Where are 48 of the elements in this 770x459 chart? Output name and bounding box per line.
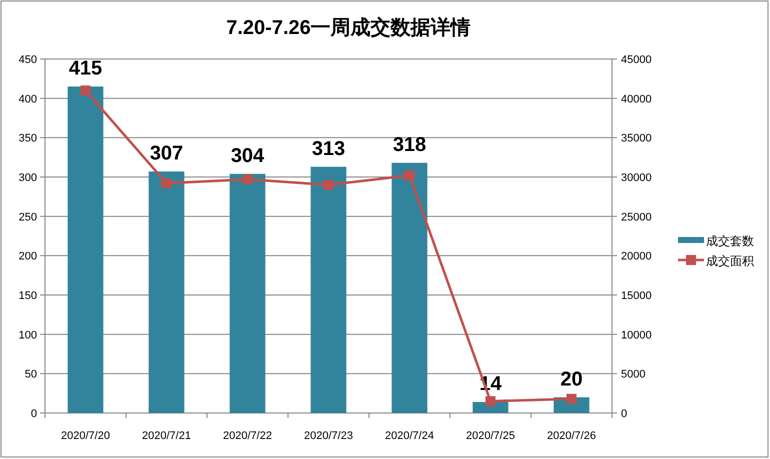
y2-tick-label: 45000 — [621, 54, 652, 66]
y-tick-label: 200 — [18, 250, 37, 263]
y-tick-label: 150 — [18, 290, 37, 302]
data-label: 307 — [150, 142, 184, 164]
legend-label: 成交套数 — [706, 234, 754, 248]
data-label: 313 — [312, 138, 346, 160]
y2-tick-label: 20000 — [621, 250, 652, 263]
chart-title: 7.20-7.26一周成交数据详情 — [226, 16, 471, 39]
y-tick-label: 450 — [18, 54, 37, 66]
point — [486, 396, 496, 406]
point — [162, 178, 172, 188]
y-tick-label: 300 — [18, 172, 37, 184]
x-tick-label: 2020/7/26 — [547, 430, 596, 442]
data-label: 318 — [392, 134, 426, 156]
y-tick-label: 250 — [18, 211, 37, 224]
x-tick-label: 2020/7/23 — [304, 430, 353, 442]
y2-tick-label: 10000 — [621, 329, 652, 342]
data-label: 20 — [560, 368, 583, 390]
bar — [230, 174, 266, 413]
bar — [392, 162, 428, 413]
point — [404, 170, 414, 180]
bar — [310, 166, 346, 413]
point — [566, 394, 576, 404]
y2-tick-label: 30000 — [621, 172, 652, 184]
x-tick-label: 2020/7/24 — [385, 430, 434, 442]
y-tick-label: 50 — [24, 368, 37, 381]
bar — [148, 171, 184, 413]
point — [80, 85, 90, 96]
data-label: 415 — [68, 58, 102, 80]
y2-tick-label: 15000 — [621, 290, 652, 302]
y-tick-label: 0 — [30, 408, 37, 420]
y-tick-label: 400 — [18, 93, 37, 106]
bar — [68, 86, 104, 413]
y-tick-label: 350 — [18, 132, 37, 145]
point — [242, 174, 252, 184]
y-tick-label: 100 — [18, 329, 37, 342]
legend-label: 成交面积 — [706, 254, 754, 268]
point — [324, 180, 334, 190]
y2-tick-label: 5000 — [621, 368, 646, 381]
x-tick-label: 2020/7/21 — [142, 430, 191, 442]
x-tick-label: 2020/7/22 — [223, 430, 272, 442]
y2-tick-label: 25000 — [621, 211, 652, 224]
data-label: 304 — [230, 144, 266, 167]
y2-tick-label: 0 — [621, 408, 628, 420]
x-tick-label: 2020/7/25 — [466, 430, 515, 442]
x-tick-label: 2020/7/20 — [61, 430, 110, 442]
y2-tick-label: 40000 — [621, 93, 652, 106]
y2-tick-label: 35000 — [621, 132, 652, 145]
